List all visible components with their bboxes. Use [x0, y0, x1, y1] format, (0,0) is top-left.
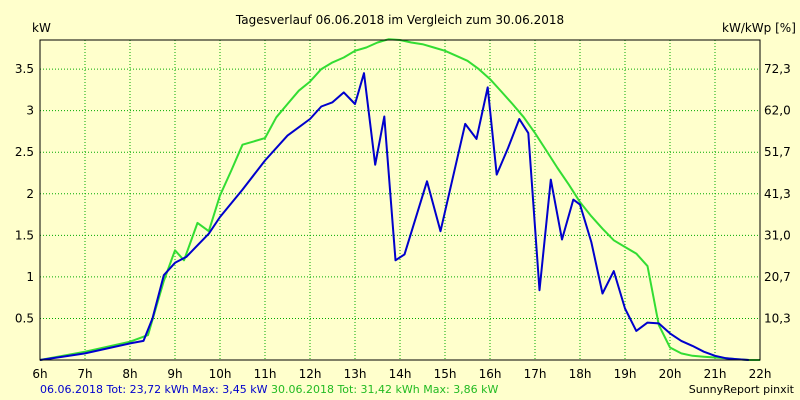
y-tick-label-left: 1: [26, 270, 34, 284]
x-tick-label: 22h: [749, 367, 772, 381]
y-tick-label-right: 31,0: [764, 228, 791, 242]
x-tick-label: 16h: [479, 367, 502, 381]
y-tick-label-left: 3.5: [15, 62, 34, 76]
y-tick-label-right: 72,3: [764, 62, 791, 76]
x-tick-label: 12h: [299, 367, 322, 381]
footer-legend: 06.06.2018 Tot: 23,72 kWh Max: 3,45 kW 3…: [40, 383, 499, 396]
series-line-green: [39, 38, 760, 361]
y-tick-label-left: 3: [26, 104, 34, 118]
y-tick-label-right: 41,3: [764, 187, 791, 201]
x-tick-label: 10h: [209, 367, 232, 381]
x-tick-label: 6h: [32, 367, 47, 381]
plot-frame: [39, 39, 761, 361]
legend-green-text: 30.06.2018 Tot: 31,42 kWh Max: 3,86 kW: [271, 383, 499, 396]
x-tick-label: 7h: [77, 367, 92, 381]
series-layer: [39, 38, 760, 361]
y-tick-label-right: 51,7: [764, 145, 791, 159]
x-tick-label: 21h: [704, 367, 727, 381]
y-tick-label-right: 10,3: [764, 311, 791, 325]
legend-blue-text: 06.06.2018 Tot: 23,72 kWh Max: 3,45 kW: [40, 383, 268, 396]
series-line-blue: [39, 72, 749, 361]
x-tick-label: 17h: [524, 367, 547, 381]
x-tick-label: 14h: [389, 367, 412, 381]
x-tick-label: 8h: [122, 367, 137, 381]
y-tick-label-right: 62,0: [764, 104, 791, 118]
x-tick-label: 9h: [167, 367, 182, 381]
right-axis-unit: kW/kWp [%]: [722, 21, 796, 35]
left-axis-unit: kW: [32, 21, 51, 35]
x-tick-label: 13h: [344, 367, 367, 381]
y-tick-label-left: 2.5: [15, 145, 34, 159]
y-tick-label-right: 20,7: [764, 270, 791, 284]
x-tick-label: 18h: [569, 367, 592, 381]
x-tick-label: 19h: [614, 367, 637, 381]
brand-label: SunnyReport pinxit: [689, 383, 795, 396]
grid: [40, 40, 760, 360]
y-tick-label-left: 2: [26, 187, 34, 201]
x-tick-label: 20h: [659, 367, 682, 381]
x-tick-label: 11h: [254, 367, 277, 381]
y-tick-label-left: 0.5: [15, 311, 34, 325]
chart-title: Tagesverlauf 06.06.2018 im Vergleich zum…: [235, 13, 564, 27]
y-tick-label-left: 1.5: [15, 228, 34, 242]
tick-labels: 6h 7h 8h 9h 10h 11h 12h 13h 14h 15h 16h 17h 18h 19h 20…: [15, 62, 791, 381]
x-tick-label: 15h: [434, 367, 457, 381]
